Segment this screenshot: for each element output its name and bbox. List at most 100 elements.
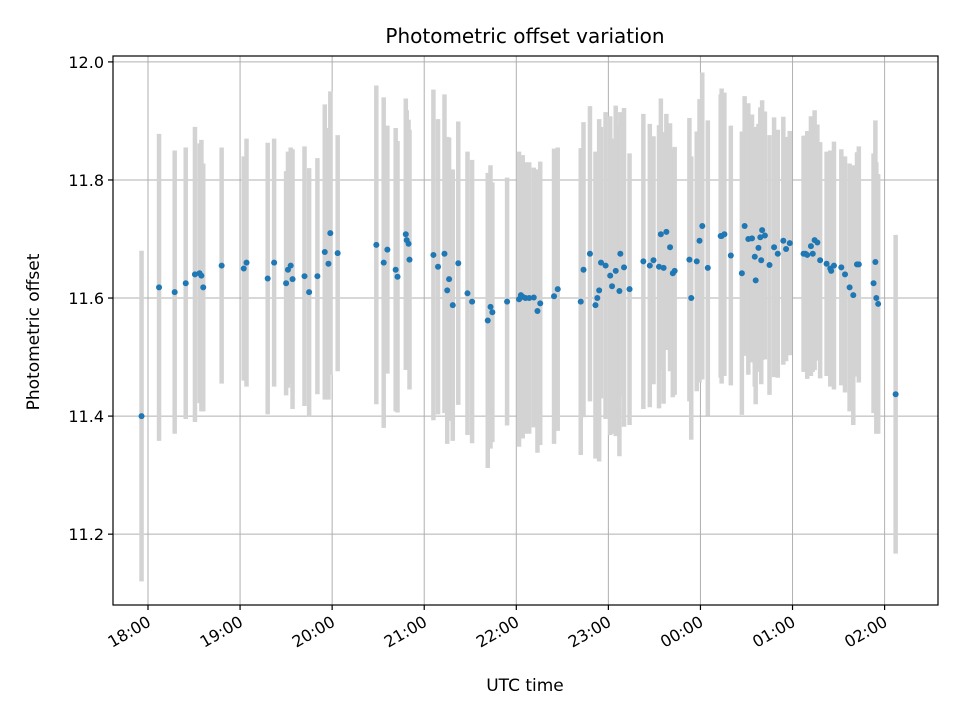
data-point bbox=[626, 286, 633, 293]
data-point bbox=[817, 257, 824, 264]
data-point bbox=[314, 273, 321, 280]
data-point bbox=[609, 283, 616, 290]
data-point bbox=[487, 303, 494, 310]
data-point bbox=[617, 250, 624, 257]
data-point bbox=[621, 264, 628, 271]
data-point bbox=[373, 241, 380, 248]
data-point bbox=[198, 272, 205, 279]
x-axis-title: UTC time bbox=[486, 676, 564, 696]
data-point bbox=[446, 276, 453, 283]
data-point bbox=[596, 287, 603, 294]
data-point bbox=[671, 267, 678, 274]
data-point bbox=[814, 239, 821, 246]
data-point bbox=[850, 292, 857, 299]
data-point bbox=[650, 257, 657, 264]
chart-title: Photometric offset variation bbox=[385, 24, 664, 48]
y-tick-label: 11.6 bbox=[68, 289, 104, 308]
data-point bbox=[449, 302, 456, 309]
plot-frame bbox=[112, 55, 939, 606]
data-point bbox=[484, 317, 491, 324]
data-point bbox=[838, 264, 845, 271]
data-point bbox=[657, 231, 664, 238]
data-point bbox=[660, 264, 667, 271]
data-points bbox=[138, 223, 899, 420]
data-point bbox=[301, 273, 308, 280]
data-point bbox=[156, 284, 163, 291]
data-point bbox=[774, 250, 781, 257]
data-point bbox=[384, 246, 391, 253]
data-point bbox=[828, 267, 835, 274]
data-point bbox=[696, 237, 703, 244]
data-point bbox=[751, 253, 758, 260]
data-point bbox=[855, 261, 862, 268]
data-point bbox=[489, 309, 496, 316]
data-point bbox=[602, 262, 609, 269]
data-point bbox=[200, 284, 207, 291]
data-point bbox=[759, 227, 766, 234]
data-point bbox=[752, 277, 759, 284]
data-point bbox=[766, 261, 773, 268]
data-point bbox=[464, 290, 471, 297]
data-point bbox=[727, 252, 734, 259]
data-point bbox=[783, 246, 790, 253]
data-point bbox=[667, 244, 674, 251]
data-point bbox=[688, 295, 695, 302]
data-point bbox=[469, 298, 476, 305]
data-point bbox=[699, 223, 706, 230]
data-point bbox=[761, 232, 768, 239]
data-point bbox=[240, 265, 247, 272]
y-axis-title: Photometric offset bbox=[24, 253, 44, 410]
y-tick-label: 11.8 bbox=[68, 171, 104, 190]
data-point bbox=[830, 262, 837, 269]
data-point bbox=[306, 289, 313, 296]
data-point bbox=[640, 258, 647, 265]
data-point bbox=[504, 298, 511, 305]
data-point bbox=[406, 256, 413, 263]
data-point bbox=[537, 300, 544, 307]
data-point bbox=[271, 259, 278, 266]
data-point bbox=[530, 294, 537, 301]
data-point bbox=[786, 240, 793, 247]
data-point bbox=[594, 295, 601, 302]
data-point bbox=[441, 250, 448, 257]
y-tick-label: 12.0 bbox=[68, 53, 104, 72]
data-point bbox=[598, 259, 605, 266]
data-point bbox=[875, 300, 882, 307]
data-point bbox=[721, 231, 728, 238]
data-point bbox=[656, 263, 663, 270]
data-point bbox=[809, 250, 816, 257]
data-point bbox=[435, 263, 442, 270]
data-point bbox=[892, 391, 899, 398]
data-point bbox=[334, 250, 341, 257]
data-point bbox=[577, 298, 584, 305]
data-point bbox=[612, 267, 619, 274]
data-point bbox=[757, 234, 764, 241]
data-point bbox=[138, 413, 145, 420]
data-point bbox=[771, 244, 778, 251]
data-point bbox=[218, 262, 225, 269]
data-point bbox=[551, 293, 558, 300]
data-point bbox=[807, 243, 814, 250]
data-point bbox=[534, 308, 541, 315]
data-point bbox=[455, 260, 462, 267]
data-point bbox=[380, 259, 387, 266]
data-point bbox=[646, 262, 653, 269]
y-tick-label: 11.4 bbox=[68, 407, 104, 426]
data-point bbox=[872, 259, 879, 266]
data-point bbox=[870, 280, 877, 287]
data-point bbox=[741, 223, 748, 230]
data-point bbox=[402, 231, 409, 238]
data-point bbox=[243, 259, 250, 266]
data-point bbox=[755, 244, 762, 251]
data-point bbox=[586, 250, 593, 257]
y-axis-ticks: 11.2 11.4 11.6 11.8 12.0 bbox=[68, 53, 113, 544]
data-point bbox=[394, 273, 401, 280]
data-point bbox=[430, 251, 437, 258]
data-point bbox=[325, 260, 332, 267]
data-point bbox=[287, 262, 294, 269]
data-point bbox=[392, 266, 399, 273]
data-point bbox=[686, 256, 693, 263]
data-point bbox=[704, 264, 711, 271]
data-point bbox=[842, 271, 849, 278]
data-point bbox=[592, 302, 599, 309]
